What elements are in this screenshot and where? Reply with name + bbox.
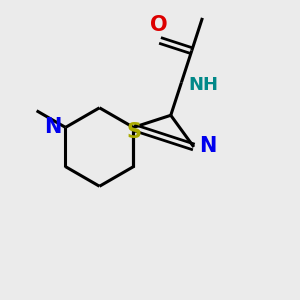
Text: N: N: [199, 136, 217, 155]
Text: N: N: [44, 117, 62, 137]
Text: NH: NH: [188, 76, 218, 94]
Text: O: O: [150, 15, 167, 35]
Text: S: S: [127, 122, 142, 142]
